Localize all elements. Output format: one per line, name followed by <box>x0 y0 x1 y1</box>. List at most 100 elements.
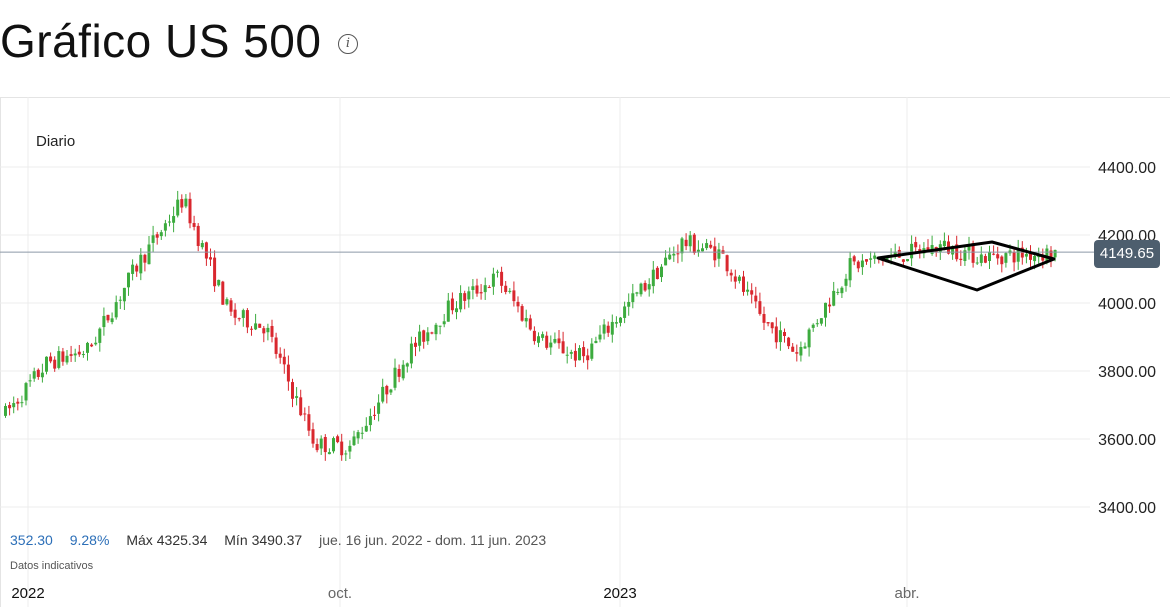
candle-body <box>569 352 573 354</box>
y-tick-label: 4000.00 <box>1098 296 1156 313</box>
candle-body <box>16 401 20 404</box>
candle-body <box>69 354 73 356</box>
candle-body <box>221 281 225 305</box>
candle-body <box>651 269 655 287</box>
candle-body <box>565 354 569 356</box>
candle-body <box>200 242 204 248</box>
candle-body <box>516 301 520 307</box>
candle-body <box>385 385 389 395</box>
candle-body <box>512 290 516 302</box>
candle-body <box>758 301 762 314</box>
candle-body <box>319 438 323 449</box>
candle-body <box>832 290 836 306</box>
candle-body <box>713 246 717 261</box>
candle-body <box>24 383 28 401</box>
candle-body <box>131 264 135 274</box>
candle-body <box>524 317 528 322</box>
info-icon[interactable]: i <box>338 34 358 54</box>
candle-body <box>196 225 200 246</box>
candle-body <box>988 251 991 262</box>
candle-body <box>787 337 791 347</box>
candle-body <box>528 318 532 330</box>
data-note: Datos indicativos <box>10 560 94 572</box>
candle-body <box>262 328 266 334</box>
candle-body <box>8 405 12 409</box>
candle-body <box>906 259 909 262</box>
current-price-tag: 4149.65 <box>1094 240 1160 268</box>
candle-body <box>418 331 422 346</box>
candle-body <box>483 285 487 293</box>
candle-body <box>1012 252 1016 263</box>
candle-body <box>561 341 565 354</box>
candle-body <box>496 271 499 273</box>
candle-body <box>147 244 151 265</box>
candle-body <box>414 342 417 347</box>
candle-body <box>184 198 188 207</box>
y-tick-label: 3400.00 <box>1098 500 1156 517</box>
candle-body <box>959 258 963 261</box>
candle-body <box>471 286 475 290</box>
candle-body <box>135 265 139 272</box>
min-value: 3490.37 <box>251 532 303 548</box>
candle-body <box>1024 253 1028 257</box>
date-range: jue. 16 jun. 2022 - dom. 11 jun. 2023 <box>319 532 547 548</box>
candle-body <box>840 287 844 294</box>
candle-body <box>442 321 446 325</box>
candle-body <box>368 416 372 426</box>
candle-body <box>541 334 545 338</box>
period-label[interactable]: Diario <box>36 133 76 150</box>
candle-body <box>660 266 663 278</box>
candle-body <box>549 342 553 348</box>
candle-body <box>828 304 832 307</box>
candle-body <box>467 291 471 300</box>
candle-body <box>598 334 602 340</box>
candle-body <box>475 285 479 294</box>
max-label: Máx <box>126 532 153 548</box>
candle-body <box>500 271 504 286</box>
candle-body <box>479 292 483 294</box>
candle-body <box>254 323 258 330</box>
candle-body <box>4 405 7 416</box>
candle-body <box>282 356 286 365</box>
candle-body <box>1033 255 1037 262</box>
candle-body <box>86 342 89 353</box>
page-title: Gráfico US 500 <box>0 15 322 67</box>
candle-body <box>873 255 877 259</box>
candle-body <box>151 235 155 243</box>
candle-body <box>409 343 413 364</box>
candle-body <box>213 257 217 287</box>
candle-body <box>664 257 668 266</box>
candle-body <box>635 292 639 294</box>
candle-body <box>327 452 331 455</box>
chart-area[interactable] <box>0 97 1170 607</box>
candle-body <box>996 254 1000 259</box>
candle-body <box>356 432 360 439</box>
candle-body <box>455 308 458 313</box>
candle-body <box>299 397 303 416</box>
max-value: 4325.34 <box>156 532 208 548</box>
candle-body <box>750 290 754 295</box>
candle-body <box>914 242 918 248</box>
candle-body <box>762 314 766 323</box>
candle-body <box>1004 253 1008 263</box>
candle-body <box>537 336 540 343</box>
candle-body <box>373 414 376 416</box>
candle-body <box>869 258 873 260</box>
candle-body <box>278 353 282 358</box>
candle-body <box>389 389 393 393</box>
candle-body <box>217 279 221 286</box>
candle-body <box>28 380 32 382</box>
candle-body <box>631 293 635 303</box>
candle-body <box>311 429 315 444</box>
max-stat: Máx 4325.34 <box>126 532 207 548</box>
candle-body <box>848 258 852 281</box>
candle-body <box>639 283 643 295</box>
candle-body <box>401 364 405 379</box>
candle-body <box>791 346 795 352</box>
candle-body <box>676 253 680 255</box>
candle-body <box>250 328 253 330</box>
candle-body <box>446 300 450 322</box>
candle-body <box>610 321 614 335</box>
candle-body <box>360 432 364 434</box>
